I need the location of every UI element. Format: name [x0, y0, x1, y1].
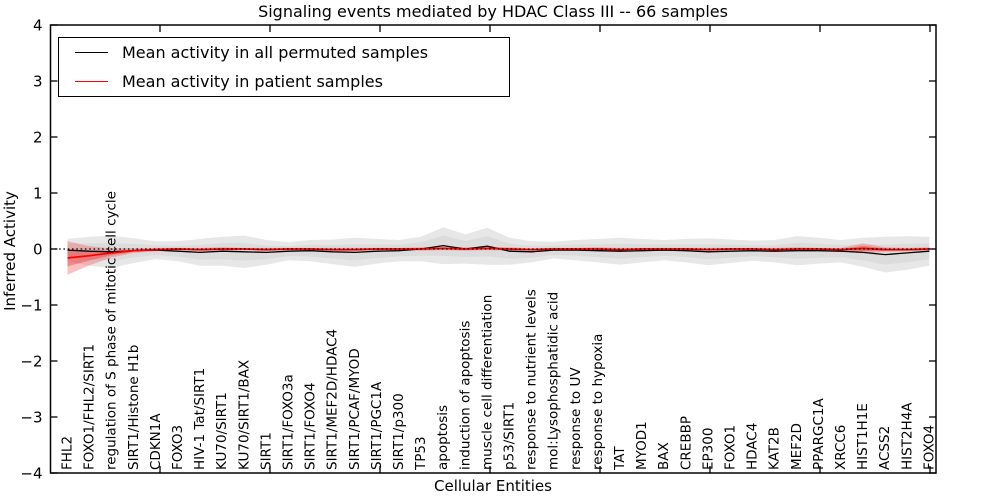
- x-category-label: FOXO3: [170, 425, 186, 470]
- x-category-label: SIRT1/Histone H1b: [126, 345, 142, 470]
- x-category-label: HIST2H4A: [899, 402, 915, 470]
- x-category-label: ACSS2: [877, 426, 893, 470]
- y-tick-label: 3: [33, 73, 43, 91]
- x-category-label: EP300: [700, 428, 716, 470]
- x-category-label: SIRT1/PGC1A: [369, 381, 385, 470]
- x-category-label: HIV-1 Tat/SIRT1: [192, 368, 208, 470]
- x-category-label: response to hypoxia: [590, 334, 606, 470]
- y-tick-label: 1: [33, 185, 43, 203]
- y-tick-label: 2: [33, 129, 43, 147]
- permuted-std-band-inner: [67, 235, 930, 265]
- x-category-label: FHL2: [60, 436, 76, 470]
- x-category-label: PPARGC1A: [811, 397, 827, 470]
- legend-label-patient: Mean activity in patient samples: [122, 71, 383, 91]
- x-category-label: SIRT1/FOXO3a: [281, 374, 297, 470]
- x-category-label: KU70/SIRT1/BAX: [236, 360, 252, 470]
- x-category-label: MEF2D: [789, 423, 805, 470]
- x-category-label: TAT: [612, 446, 628, 471]
- x-category-label: induction of apoptosis: [457, 321, 473, 470]
- x-category-label: BAX: [656, 442, 672, 470]
- y-tick-label: −1: [20, 297, 42, 315]
- x-category-label: SIRT1: [258, 432, 274, 470]
- x-axis-title: Cellular Entities: [434, 477, 552, 495]
- y-tick-label: −4: [20, 465, 42, 483]
- x-category-label: MYOD1: [634, 421, 650, 470]
- x-category-label: CREBBP: [678, 416, 694, 470]
- x-category-label: p53/SIRT1: [502, 402, 518, 470]
- x-category-label: FOXO4: [921, 425, 937, 470]
- legend-row-patient: Mean activity in patient samples: [59, 68, 509, 95]
- x-category-label: response to nutrient levels: [524, 289, 540, 470]
- x-category-label: muscle cell differentiation: [479, 295, 495, 470]
- chart-title: Signaling events mediated by HDAC Class …: [258, 2, 728, 21]
- legend-row-permuted: Mean activity in all permuted samples: [59, 39, 509, 66]
- x-category-label: apoptosis: [435, 405, 451, 470]
- y-tick-label: −3: [20, 409, 42, 427]
- x-category-label: SIRT1/FOXO4: [303, 383, 319, 470]
- x-category-label: SIRT1/p300: [391, 393, 407, 470]
- y-tick-label: 0: [33, 241, 43, 259]
- patient-line-swatch: [75, 80, 108, 82]
- x-category-label: FOXO1: [723, 425, 739, 470]
- x-category-label: HDAC4: [745, 423, 761, 470]
- x-category-label: XRCC6: [833, 425, 849, 470]
- y-tick-label: 4: [33, 17, 43, 35]
- x-category-label: HIST1H1E: [855, 403, 871, 470]
- y-tick-label: −2: [20, 353, 42, 371]
- x-category-label: FOXO1/FHL2/SIRT1: [82, 344, 98, 470]
- x-category-label: SIRT1/PCAF/MYOD: [347, 348, 363, 470]
- x-category-label: regulation of S phase of mitotic cell cy…: [104, 191, 120, 470]
- legend: Mean activity in all permuted samples Me…: [58, 37, 510, 97]
- permuted-line-swatch: [75, 52, 108, 54]
- x-category-label: response to UV: [568, 367, 584, 470]
- x-category-label: CDKN1A: [148, 413, 164, 470]
- x-category-label: KU70/SIRT1: [214, 392, 230, 470]
- x-category-label: SIRT1/MEF2D/HDAC4: [325, 329, 341, 470]
- legend-label-permuted: Mean activity in all permuted samples: [122, 43, 429, 63]
- x-category-label: mol:Lysophosphatidic acid: [546, 292, 562, 470]
- x-category-label: KAT2B: [767, 427, 783, 470]
- x-category-label: TP53: [413, 436, 429, 471]
